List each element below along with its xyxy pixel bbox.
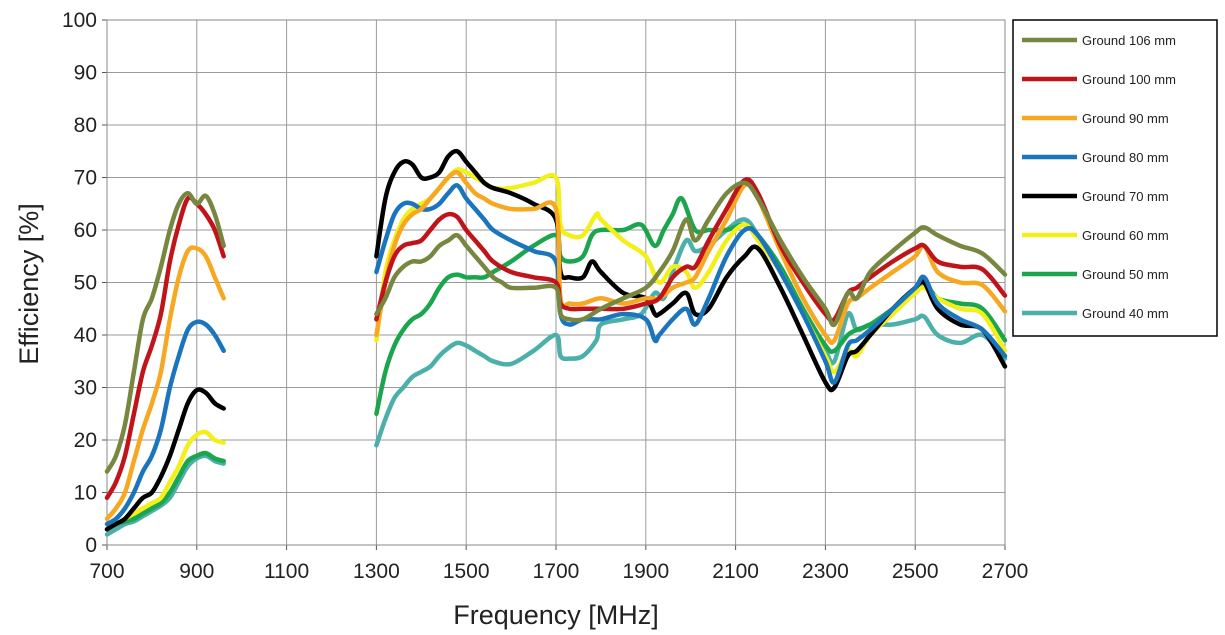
- legend-label-ground-80-mm: Ground 80 mm: [1082, 150, 1169, 165]
- legend-label-ground-40-mm: Ground 40 mm: [1082, 306, 1169, 321]
- series-line-ground-106-mm-segment-2: [374, 180, 1008, 328]
- series-ground-50-mm: [104, 195, 1008, 532]
- series-ground-90-mm: [104, 169, 1008, 522]
- series-ground-106-mm: [104, 180, 1008, 474]
- legend: Ground 106 mm Ground 100 mm Ground 90 mm Gr…: [1012, 19, 1218, 337]
- legend-label-ground-106-mm: Ground 106 mm: [1082, 33, 1176, 48]
- y-tick-label: 0: [85, 534, 97, 557]
- legend-label-ground-60-mm: Ground 60 mm: [1082, 228, 1169, 243]
- x-tick-label: 1300: [353, 560, 400, 583]
- x-tick-label: 1700: [533, 560, 580, 583]
- legend-label-ground-50-mm: Ground 50 mm: [1082, 267, 1169, 282]
- series-ground-80-mm: [104, 183, 1008, 527]
- series-line-ground-40-mm-segment-1: [104, 453, 226, 537]
- series-line-ground-106-mm-segment-1: [104, 191, 226, 474]
- x-tick-label: 2700: [982, 560, 1029, 583]
- y-tick-label: 80: [74, 114, 97, 137]
- x-tick-label: 1100: [264, 560, 309, 583]
- series-line-ground-80-mm-segment-1: [104, 319, 226, 527]
- series-line-ground-90-mm-segment-1: [104, 245, 226, 522]
- x-tick-label: 900: [179, 560, 214, 583]
- y-tick-label: 60: [74, 219, 97, 242]
- y-tick-label: 30: [74, 377, 97, 400]
- x-tick-label: 700: [89, 560, 124, 583]
- x-tick-label: 2100: [712, 560, 759, 583]
- legend-label-ground-70-mm: Ground 70 mm: [1082, 189, 1169, 204]
- series-line-ground-60-mm-segment-1: [104, 429, 226, 532]
- x-axis-title: Frequency [MHz]: [453, 600, 659, 630]
- y-tick-label: 20: [74, 429, 97, 452]
- plot-area-border: [106, 19, 1006, 546]
- series-line-ground-80-mm-segment-2: [374, 183, 1008, 385]
- series-line-ground-70-mm-segment-1: [104, 387, 226, 532]
- y-tick-label: 100: [62, 9, 97, 32]
- series-line-ground-50-mm-segment-2: [374, 195, 1008, 417]
- series-layer: [104, 148, 1008, 537]
- legend-label-ground-100-mm: Ground 100 mm: [1082, 72, 1176, 87]
- legend-box: [1012, 19, 1218, 337]
- y-axis-title: Efficiency [%]: [14, 203, 44, 365]
- legend-label-ground-90-mm: Ground 90 mm: [1082, 111, 1169, 126]
- x-tick-label: 1900: [622, 560, 669, 583]
- x-tick-label: 1500: [443, 560, 490, 583]
- y-tick-label: 10: [74, 482, 97, 505]
- y-tick-label: 50: [74, 272, 97, 295]
- tick-labels: 0 10 20 30 40 50 60 70 80 90 100 700 900 1100 1300 1500…: [62, 9, 1028, 583]
- series-line-ground-100-mm-segment-1: [104, 195, 226, 501]
- x-tick-label: 2500: [892, 560, 939, 583]
- series-line-ground-50-mm-segment-1: [104, 450, 226, 532]
- series-line-ground-90-mm-segment-2: [374, 169, 1008, 346]
- x-tick-label: 2300: [802, 560, 849, 583]
- y-tick-label: 70: [74, 167, 97, 190]
- y-tick-label: 90: [74, 62, 97, 85]
- y-tick-label: 40: [74, 324, 97, 347]
- series-line-ground-60-mm-segment-2: [374, 167, 1008, 375]
